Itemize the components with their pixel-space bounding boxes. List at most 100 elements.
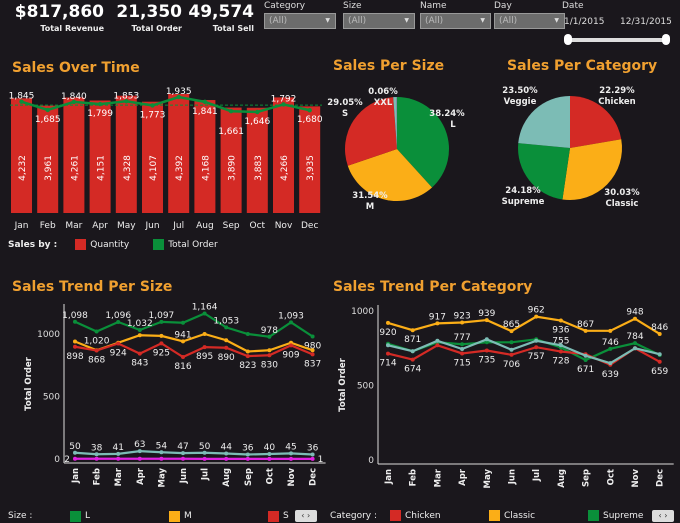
- sales-over-time-title: Sales Over Time: [12, 60, 140, 76]
- date-slider-track[interactable]: [568, 38, 666, 42]
- x-tick-label: Dec: [656, 469, 666, 487]
- x-tick-label: Nov: [287, 468, 297, 487]
- series-point: [484, 348, 489, 353]
- bar-quantity: [220, 107, 242, 213]
- series-point: [534, 338, 539, 343]
- x-tick-label: Mar: [114, 467, 124, 486]
- data-label: 746: [602, 338, 619, 348]
- filter-category-dropdown[interactable]: (All) ▼: [264, 13, 336, 29]
- series-point: [116, 320, 121, 324]
- point-total-order: [97, 101, 103, 107]
- data-label: 962: [528, 306, 545, 316]
- data-label: 659: [651, 367, 668, 377]
- x-tick-label: Apr: [92, 221, 108, 231]
- pie-percent-label: 24.18%: [505, 186, 541, 196]
- series-line-other: [74, 450, 313, 456]
- series-line-s: [74, 342, 314, 359]
- x-tick-label: Jan: [71, 468, 81, 484]
- x-tick-label: Aug: [196, 221, 214, 231]
- filter-date-label: Date: [562, 1, 584, 11]
- data-label: 898: [66, 352, 83, 362]
- filter-size-dropdown[interactable]: (All) ▼: [343, 13, 415, 29]
- series-point: [386, 343, 390, 348]
- series-point: [181, 320, 185, 325]
- x-tick-label: Apr: [136, 467, 146, 485]
- bar-value-label: 4,266: [280, 155, 290, 181]
- y-axis-title: Total Order: [24, 356, 34, 410]
- data-label: 2: [64, 455, 70, 465]
- legend-item-l[interactable]: L: [85, 511, 91, 521]
- legend-swatch-chicken: [390, 510, 401, 521]
- y-tick-label: 0: [54, 455, 60, 465]
- data-label-total-order: 1,661: [218, 127, 244, 137]
- data-label: 830: [261, 360, 278, 370]
- sales-trend-size-title: Sales Trend Per Size: [12, 279, 173, 295]
- series-point: [245, 354, 250, 359]
- dropdown-value: (All): [425, 16, 444, 26]
- pie-category-label: L: [450, 120, 456, 130]
- legend-label: Sales by :: [8, 239, 58, 250]
- legend-item-m[interactable]: M: [184, 511, 192, 521]
- filter-day-label: Day: [494, 1, 512, 11]
- data-label: 1: [318, 455, 324, 465]
- legend-scroll-arrows[interactable]: ‹ ›: [652, 510, 674, 522]
- filter-category-label: Category: [264, 1, 306, 11]
- x-tick-label: Nov: [275, 221, 293, 231]
- point-total-order: [307, 108, 312, 113]
- date-slider-end-handle[interactable]: [662, 34, 670, 45]
- data-label: 867: [577, 320, 594, 330]
- series-point: [267, 456, 272, 461]
- x-tick-label: Mar: [65, 221, 82, 231]
- filter-name-dropdown[interactable]: (All) ▼: [420, 13, 491, 29]
- data-label: 50: [199, 442, 211, 452]
- data-label: 890: [218, 353, 235, 363]
- series-point: [73, 456, 77, 461]
- series-point: [460, 351, 465, 356]
- data-label-total-order: 1,841: [192, 107, 218, 117]
- series-point: [310, 452, 315, 457]
- bar-quantity: [299, 106, 321, 213]
- legend-scroll-arrows[interactable]: ‹ ›: [294, 510, 317, 522]
- legend-item-s[interactable]: S: [283, 511, 289, 521]
- data-label: 978: [261, 326, 278, 336]
- date-slider-start-handle[interactable]: [564, 34, 572, 45]
- data-label: 936: [552, 326, 569, 336]
- series-point: [159, 341, 164, 346]
- data-label-total-order: 1,799: [87, 109, 113, 119]
- x-tick-label: Nov: [631, 469, 641, 488]
- x-tick-label: Dec: [301, 221, 318, 231]
- point-total-order: [150, 103, 155, 108]
- legend-swatch-total-order: [153, 239, 165, 250]
- point-total-order: [176, 94, 181, 100]
- series-point: [410, 349, 415, 354]
- filter-day-dropdown[interactable]: (All) ▼: [494, 13, 565, 29]
- series-point: [410, 328, 415, 333]
- series-line-l: [74, 312, 314, 338]
- bar-value-label: 4,151: [97, 155, 107, 181]
- data-label: 714: [379, 359, 396, 369]
- series-point: [484, 318, 489, 323]
- series-point: [94, 456, 99, 461]
- data-label: 1,096: [105, 311, 131, 321]
- data-label: 671: [577, 365, 594, 375]
- legend-item-chicken[interactable]: Chicken: [405, 510, 441, 521]
- legend-item-total-order[interactable]: Total Order: [168, 239, 218, 250]
- series-point: [245, 349, 250, 354]
- data-label: 1,093: [278, 311, 304, 321]
- data-label: 715: [454, 358, 471, 368]
- legend-item-classic[interactable]: Classic: [504, 510, 536, 521]
- legend-item-supreme[interactable]: Supreme: [603, 510, 644, 521]
- x-tick-label: Oct: [606, 469, 616, 485]
- series-point: [310, 334, 315, 339]
- kpi-revenue-value: $817,860: [14, 2, 104, 22]
- data-label: 941: [174, 330, 191, 340]
- legend-item-quantity[interactable]: Quantity: [90, 239, 130, 250]
- series-point: [267, 348, 272, 353]
- pie-slice-veggie: [518, 96, 570, 148]
- pie-percent-label: 0.06%: [368, 87, 398, 97]
- data-label: 36: [307, 444, 319, 454]
- series-point: [73, 344, 77, 349]
- x-tick-label: Sep: [582, 469, 592, 487]
- legend-label: Category :: [330, 510, 378, 521]
- filter-name-label: Name: [420, 1, 447, 11]
